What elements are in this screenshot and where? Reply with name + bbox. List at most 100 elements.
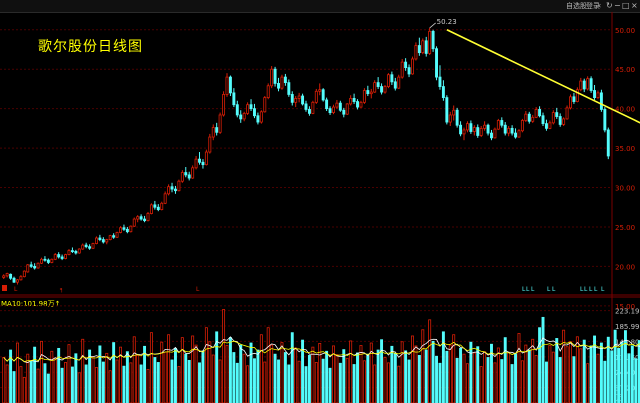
candle-body	[307, 109, 311, 114]
volume-bar	[551, 351, 555, 403]
volume-bar	[256, 349, 260, 403]
volume-bar	[304, 366, 308, 403]
volume-bar	[122, 365, 126, 403]
candle-body	[599, 92, 603, 110]
candle-body	[22, 270, 26, 278]
volume-bar	[349, 340, 353, 403]
volume-bar	[490, 343, 493, 403]
login-label[interactable]: 登录	[586, 2, 600, 10]
candle-body	[122, 227, 126, 230]
event-marker: L	[584, 286, 588, 293]
volume-bar	[235, 362, 239, 403]
candle-body	[441, 86, 445, 99]
candle-body	[259, 111, 263, 123]
volume-bar	[558, 357, 562, 403]
candle-body	[356, 101, 359, 108]
candle-body	[335, 102, 339, 108]
event-marker: ╕	[59, 286, 64, 293]
volume-bar	[572, 356, 576, 403]
candle-body	[483, 124, 487, 129]
volume-bar	[253, 358, 256, 403]
price-tick-label: 45.00	[615, 66, 635, 74]
back-icon[interactable]: ‹	[598, 1, 602, 10]
volume-bar	[259, 334, 263, 403]
candle-body	[174, 188, 177, 192]
volume-bar	[623, 330, 627, 403]
candle-body	[218, 114, 222, 133]
candle-body	[328, 108, 332, 113]
volume-bar	[424, 349, 428, 403]
candle-body	[524, 113, 528, 121]
candle-body	[314, 90, 318, 103]
volume-bar	[352, 364, 356, 403]
volume-bar	[617, 347, 621, 403]
candle-body	[352, 97, 356, 102]
candle-body	[476, 127, 480, 136]
event-marker: L	[526, 286, 530, 293]
candle-body	[304, 103, 308, 110]
price-tick-label: 25.00	[615, 224, 635, 232]
event-marker: L	[601, 286, 605, 293]
volume-bar	[139, 364, 143, 403]
volume-bar	[84, 364, 88, 403]
candle-body	[510, 127, 514, 134]
volume-bar	[510, 364, 514, 403]
candle-body	[160, 202, 164, 211]
candle-body	[579, 80, 583, 91]
candle-body	[5, 273, 9, 277]
favorites-label[interactable]: 自选股	[566, 2, 587, 10]
volume-bar	[431, 340, 435, 403]
price-tick-label: 40.00	[615, 106, 635, 114]
maximize-icon[interactable]: □	[622, 1, 630, 10]
candle-body	[527, 113, 531, 122]
candle-body	[486, 124, 490, 134]
minimize-icon[interactable]: −	[614, 1, 621, 10]
candle-body	[125, 228, 129, 233]
event-marker: L	[196, 286, 200, 293]
volume-bar	[569, 341, 572, 403]
candle-body	[194, 158, 198, 169]
volume-bar	[40, 340, 43, 403]
trend-zigzag-line	[446, 29, 640, 124]
candle-body	[222, 94, 226, 116]
volume-bar	[211, 354, 215, 403]
volume-bar	[91, 356, 95, 403]
volume-bar	[448, 344, 452, 403]
candle-body	[167, 186, 171, 195]
candle-body	[246, 104, 250, 114]
candle-body	[57, 254, 61, 258]
candle-body	[2, 275, 6, 278]
candle-body	[26, 264, 30, 273]
volume-bar	[342, 349, 346, 403]
volume-bar	[263, 361, 267, 403]
candle-body	[424, 40, 428, 54]
candle-body	[235, 104, 239, 116]
candle-body	[225, 76, 229, 95]
candle-body	[569, 96, 572, 109]
candle-body	[593, 90, 597, 99]
volume-bar	[438, 362, 442, 403]
volume-bar	[397, 365, 401, 403]
volume-bar	[9, 349, 13, 403]
candle-body	[53, 254, 57, 260]
refresh-icon[interactable]: ↻	[606, 1, 613, 10]
candle-body	[397, 76, 401, 89]
volume-bar	[421, 329, 425, 403]
candle-body	[232, 92, 236, 106]
volume-bar	[376, 349, 380, 403]
event-marker	[2, 285, 7, 291]
volume-bar	[407, 359, 411, 403]
volume-bar	[366, 353, 370, 403]
volume-bar	[119, 346, 122, 403]
volume-bar	[599, 342, 603, 403]
volume-bar	[180, 337, 184, 403]
volume-bar	[493, 362, 497, 403]
candle-body	[81, 244, 85, 250]
close-icon[interactable]: ×	[631, 1, 638, 10]
volume-bar	[314, 362, 318, 403]
volume-bar	[167, 334, 171, 403]
candle-body	[544, 123, 548, 129]
candle-body	[277, 83, 280, 89]
volume-bar	[74, 353, 78, 403]
